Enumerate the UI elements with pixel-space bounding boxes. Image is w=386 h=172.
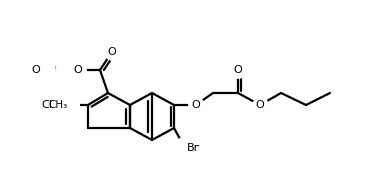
Text: Br: Br (187, 143, 199, 153)
Text: Br: Br (188, 143, 200, 153)
Text: O: O (234, 65, 242, 75)
Text: CH3: CH3 (42, 100, 65, 110)
Text: O: O (30, 65, 39, 75)
Text: O: O (234, 65, 242, 75)
Text: O: O (31, 65, 40, 75)
Text: O: O (74, 65, 82, 75)
Text: O: O (54, 65, 63, 75)
Text: O: O (47, 65, 56, 75)
Text: O: O (108, 47, 116, 57)
Text: O: O (191, 100, 200, 110)
Text: O: O (74, 65, 82, 75)
Text: O: O (256, 100, 264, 110)
Text: O: O (256, 100, 264, 110)
Text: O: O (191, 100, 200, 110)
Text: O: O (108, 47, 116, 57)
Text: CH₃: CH₃ (49, 100, 68, 110)
Text: O: O (74, 65, 82, 75)
